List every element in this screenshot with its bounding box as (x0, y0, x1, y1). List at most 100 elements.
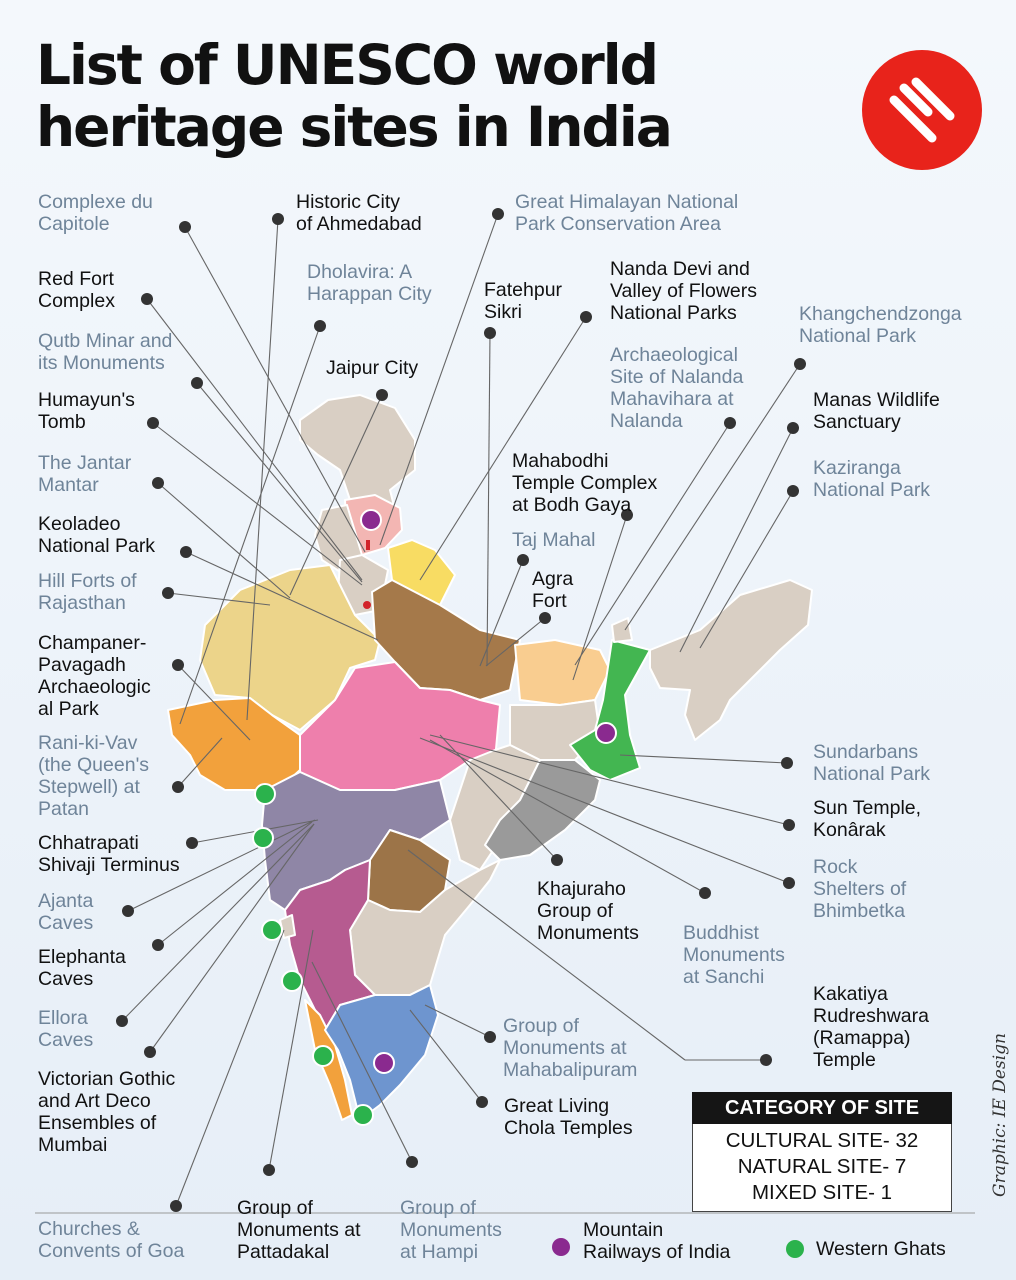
label-mahabalipuram: Group of Monuments at Mahabalipuram (503, 1015, 638, 1081)
ghats-marker-5 (312, 1045, 334, 1067)
dot-khangchendzonga (794, 358, 806, 370)
leader-victorian (149, 823, 315, 1053)
railway-marker-darjeeling (595, 722, 617, 744)
dot-red-fort (141, 293, 153, 305)
label-elephanta: Elephanta Caves (38, 946, 126, 990)
label-jantar-mantar: The Jantar Mantar (38, 452, 132, 496)
title-line-2: heritage sites in India (36, 95, 673, 159)
label-complexe-du-capitole: Complexe du Capitole (38, 191, 153, 235)
mountain-railway-key-dot (552, 1238, 570, 1256)
leader-manas (679, 427, 794, 653)
label-ajanta: Ajanta Caves (38, 890, 94, 934)
label-dholavira: Dholavira: A Harappan City (307, 261, 432, 305)
legend-cultural: CULTURAL SITE- 32 (725, 1129, 919, 1152)
leader-ajanta (127, 819, 316, 912)
dot-elephanta (152, 939, 164, 951)
dot-nanda-devi (580, 311, 592, 323)
western-ghats-key-dot (786, 1240, 804, 1258)
ghats-marker-1 (254, 783, 276, 805)
label-hampi: Group of Monuments at Hampi (400, 1197, 502, 1263)
dot-kaziranga (787, 485, 799, 497)
dot-rock-shelters (783, 877, 795, 889)
dot-hill-forts (162, 587, 174, 599)
title-line-1: List of UNESCO world (36, 33, 659, 97)
label-jaipur-city: Jaipur City (326, 357, 419, 379)
western-ghats-markers (252, 783, 374, 1126)
leader-dholavira (179, 325, 321, 725)
leader-ahmedabad (246, 218, 279, 721)
page-title: List of UNESCO world heritage sites in I… (36, 33, 673, 159)
leader-elephanta (157, 821, 313, 946)
delhi-marker (363, 601, 371, 609)
dot-ellora (116, 1015, 128, 1027)
leader-taj (479, 559, 524, 667)
leader-kaziranga (699, 490, 794, 649)
leader-nanda-devi (419, 316, 587, 581)
ghats-marker-3 (261, 919, 283, 941)
label-khangchendzonga: Khangchendzonga National Park (799, 303, 962, 347)
dot-jaipur (376, 389, 388, 401)
region-north-east (649, 579, 813, 741)
dot-champaner (172, 659, 184, 671)
leader-champaner (177, 664, 251, 741)
leader-sun-temple (429, 734, 790, 826)
leader-rock-shelters (419, 737, 790, 884)
dot-jantar (152, 477, 164, 489)
label-pattadakal: Group of Monuments at Pattadakal (237, 1197, 361, 1263)
label-khajuraho: Khajuraho Group of Monuments (537, 878, 639, 944)
dot-csmt (186, 837, 198, 849)
ghats-marker-4 (281, 970, 303, 992)
dot-qutb (191, 377, 203, 389)
legend-mixed: MIXED SITE- 1 (751, 1181, 893, 1204)
mountain-railway-markers (360, 509, 617, 1074)
leader-jantar (157, 482, 291, 599)
leader-fatehpur (486, 332, 491, 667)
label-churches-goa: Churches & Convents of Goa (38, 1218, 185, 1262)
label-qutb-minar: Qutb Minar and its Monuments (38, 330, 173, 374)
state-bihar (514, 639, 611, 706)
label-nalanda: Archaeological Site of Nalanda Mahavihar… (610, 344, 744, 432)
label-hill-forts: Hill Forts of Rajasthan (38, 570, 137, 614)
leader-mahabodhi (572, 514, 628, 681)
dot-pattadakal (263, 1164, 275, 1176)
label-mahabodhi: Mahabodhi Temple Complex at Bodh Gaya (512, 450, 658, 516)
dot-fatehpur (484, 327, 496, 339)
leader-keoladeo (185, 551, 379, 641)
dot-dholavira (314, 320, 326, 332)
state-uttar-pradesh (371, 579, 521, 701)
state-sikkim (611, 617, 633, 643)
leader-humayun (152, 422, 363, 586)
leader-red-fort (146, 298, 363, 581)
dot-hampi (406, 1156, 418, 1168)
label-kakatiya: Kakatiya Rudreshwara (Ramappa) Temple (813, 983, 929, 1071)
leader-hampi (311, 961, 413, 1163)
dot-mahabalipuram (484, 1031, 496, 1043)
dot-manas (787, 422, 799, 434)
label-manas: Manas Wildlife Sanctuary (813, 389, 940, 433)
leader-pattadakal (268, 929, 314, 1171)
leader-mahabalipuram (424, 1004, 491, 1038)
leader-sundarbans (619, 754, 788, 764)
legend-natural: NATURAL SITE- 7 (737, 1155, 907, 1178)
railway-marker-nilgiri (373, 1052, 395, 1074)
dot-ahmedabad (272, 213, 284, 225)
dot-victorian (144, 1046, 156, 1058)
label-victorian-gothic: Victorian Gothic and Art Deco Ensembles … (38, 1068, 176, 1156)
dot-rani-ki-vav (172, 781, 184, 793)
leader-qutb (196, 382, 363, 583)
leader-ellora (121, 823, 315, 1022)
western-ghats-key-label: Western Ghats (816, 1238, 946, 1260)
label-kaziranga: Kaziranga National Park (813, 457, 931, 501)
label-rani-ki-vav: Rani-ki-Vav (the Queen's Stepwell) at Pa… (38, 732, 150, 820)
dot-keoladeo (180, 546, 192, 558)
ghats-marker-2 (252, 827, 274, 849)
label-red-fort-complex: Red Fort Complex (38, 268, 115, 312)
leader-great-himalayan (379, 213, 499, 546)
state-west-bengal (569, 639, 651, 781)
label-sun-temple: Sun Temple, Konârak (813, 797, 922, 841)
leader-sanchi (429, 739, 706, 894)
dot-capitole (179, 221, 191, 233)
state-jammu-kashmir-ladakh (299, 394, 416, 516)
dot-sun-temple (783, 819, 795, 831)
leader-kakatiya-2 (407, 849, 686, 1061)
